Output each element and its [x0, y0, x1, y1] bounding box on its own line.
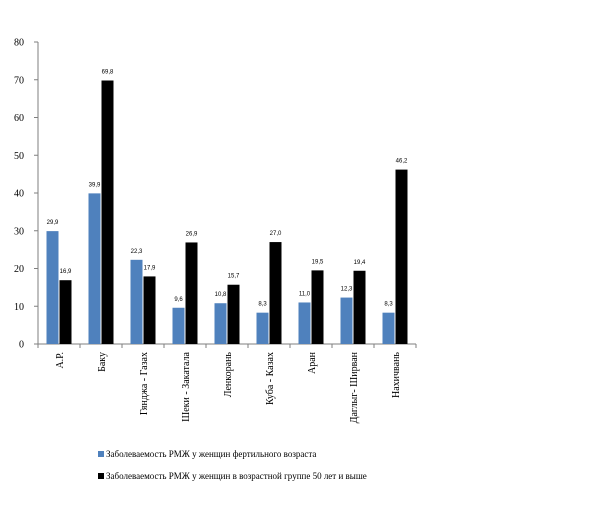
bar-series-1 — [214, 303, 227, 344]
data-label: 11,0 — [299, 291, 311, 297]
legend-label-series-2: Заболеваемость РМЖ у женщин в возрастной… — [106, 471, 367, 481]
category-label: Куба - Казах — [265, 352, 276, 405]
bar-series-1 — [172, 307, 185, 344]
bar-series-2 — [395, 169, 408, 344]
data-label: 9,6 — [174, 297, 183, 303]
y-tick-label: 60 — [14, 113, 24, 124]
bar-series-2 — [311, 270, 324, 344]
data-label: 8,3 — [384, 302, 393, 308]
y-tick-label: 10 — [14, 302, 24, 313]
data-label: 16,9 — [60, 269, 72, 275]
data-labels-group: 29,9 39,9 22,3 9,6 10,8 8,3 11,0 12,3 8,3 16,9 69,… — [47, 70, 408, 308]
y-axis-ticks: 0 10 20 30 40 50 60 70 80 — [14, 38, 38, 351]
y-tick-label: 0 — [19, 340, 24, 351]
bar-series-1 — [382, 312, 395, 344]
legend-swatch-series-2 — [98, 473, 104, 479]
data-label: 19,4 — [354, 260, 366, 266]
data-label: 19,5 — [312, 259, 324, 265]
bar-series-2 — [353, 270, 366, 344]
bar-series-2 — [143, 276, 156, 344]
category-label: Нахичвань — [391, 352, 402, 398]
y-tick-label: 20 — [14, 264, 24, 275]
category-label: Даглыг- Ширван — [349, 351, 360, 423]
data-label: 10,8 — [215, 292, 227, 298]
category-label: А.Р. — [55, 352, 66, 369]
bar-series-2 — [101, 80, 114, 344]
category-labels-group: А.Р. Баку Гянджа - Газах Шеки - Закатала Лен… — [55, 351, 402, 423]
y-tick-label: 70 — [14, 75, 24, 86]
bar-series-1 — [340, 297, 353, 344]
legend-swatch-series-1 — [98, 451, 104, 457]
data-label: 17,9 — [144, 265, 156, 271]
data-label: 39,9 — [89, 182, 101, 188]
data-label: 69,8 — [102, 70, 114, 76]
category-label: Гянджа - Газах — [139, 352, 150, 415]
data-label: 27,0 — [270, 231, 282, 237]
bar-series-2 — [227, 284, 240, 344]
bar-series-1 — [88, 193, 101, 344]
y-tick-label: 40 — [14, 189, 24, 200]
y-tick-label: 30 — [14, 226, 24, 237]
data-label: 26,9 — [186, 231, 198, 237]
data-label: 15,7 — [228, 274, 240, 280]
data-label: 8,3 — [258, 302, 267, 308]
category-label: Баку — [97, 352, 108, 372]
bar-series-1 — [46, 231, 59, 344]
legend: Заболеваемость РМЖ у женщин фертильного … — [98, 449, 367, 481]
bar-series-2 — [185, 242, 198, 344]
data-label: 46,2 — [396, 159, 408, 165]
category-label: Ленкорань — [223, 352, 234, 398]
bar-series-1 — [298, 302, 311, 344]
data-label: 22,3 — [131, 249, 143, 255]
data-label: 29,9 — [47, 220, 59, 226]
bar-series-1 — [130, 259, 143, 344]
bar-series-2 — [269, 242, 282, 344]
bars-group — [46, 80, 408, 344]
category-label: Аран — [307, 351, 318, 374]
data-label: 12,3 — [341, 287, 353, 293]
y-tick-label: 50 — [14, 151, 24, 162]
legend-label-series-1: Заболеваемость РМЖ у женщин фертильного … — [106, 449, 316, 459]
bar-series-2 — [59, 280, 72, 344]
category-label: Шеки - Закатала — [181, 351, 192, 421]
y-tick-label: 80 — [14, 38, 24, 49]
bar-series-1 — [256, 312, 269, 344]
